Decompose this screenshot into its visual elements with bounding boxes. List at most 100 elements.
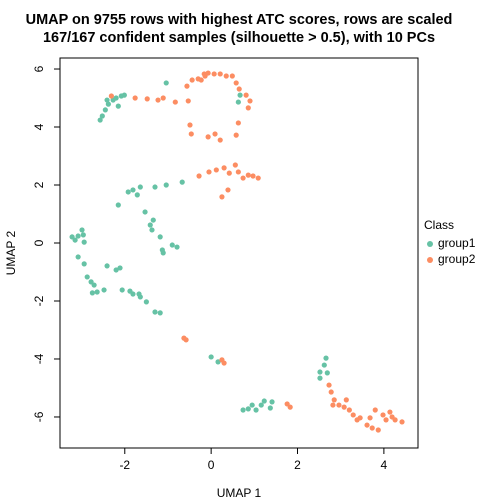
y-tick-label: 0 [32, 239, 46, 246]
point [221, 165, 227, 171]
point [183, 337, 189, 343]
point [117, 265, 123, 271]
point [147, 222, 153, 228]
point [328, 389, 334, 395]
point [237, 92, 243, 98]
point [250, 173, 256, 179]
point [94, 289, 100, 295]
point [113, 267, 119, 273]
point [321, 362, 327, 368]
point [245, 105, 251, 111]
x-tick-label: 2 [294, 458, 301, 472]
point [233, 132, 239, 138]
point [144, 96, 150, 102]
point [157, 234, 163, 240]
point [225, 187, 231, 193]
point [324, 370, 330, 376]
point [375, 427, 381, 433]
point [215, 359, 221, 365]
legend-marker [427, 257, 433, 263]
point [75, 254, 81, 260]
point [188, 131, 194, 137]
point [249, 402, 255, 408]
point [105, 101, 111, 107]
point [179, 179, 185, 185]
legend-label: group2 [438, 252, 476, 266]
point [115, 103, 121, 109]
point [255, 175, 261, 181]
point [383, 417, 389, 423]
y-tick-label: -4 [32, 353, 46, 364]
point [163, 80, 169, 86]
point [232, 162, 238, 168]
point [323, 355, 329, 361]
point [245, 406, 251, 412]
point [331, 397, 337, 403]
point [343, 397, 349, 403]
point [235, 120, 241, 126]
point [81, 261, 87, 267]
x-tick-label: -2 [119, 458, 130, 472]
point [108, 93, 114, 99]
point [240, 175, 246, 181]
point [163, 182, 169, 188]
point [149, 227, 155, 233]
point [206, 169, 212, 175]
point [134, 192, 140, 198]
point [330, 402, 336, 408]
y-tick-label: 6 [32, 65, 46, 72]
point [367, 415, 373, 421]
point [341, 404, 347, 410]
point [189, 77, 195, 83]
point [187, 122, 193, 128]
point [160, 95, 166, 101]
y-tick-label: -2 [32, 295, 46, 306]
point [184, 83, 190, 89]
point [267, 405, 273, 411]
legend-marker [427, 241, 433, 247]
legend-label: group1 [438, 236, 476, 250]
point [369, 425, 375, 431]
point [99, 113, 105, 119]
x-tick-label: 0 [208, 458, 215, 472]
point [269, 399, 275, 405]
point [213, 167, 219, 173]
point [229, 73, 235, 79]
point [236, 86, 242, 92]
point [380, 412, 386, 418]
point [219, 194, 225, 200]
point [326, 382, 332, 388]
point [372, 407, 378, 413]
point [253, 407, 259, 413]
point [240, 407, 246, 413]
point [392, 417, 398, 423]
point [208, 354, 214, 360]
point [91, 282, 97, 288]
point [243, 92, 249, 98]
x-axis-label: UMAP 1 [217, 486, 262, 500]
point [152, 184, 158, 190]
point [119, 287, 125, 293]
point [317, 375, 323, 381]
point [387, 409, 393, 415]
point [81, 239, 87, 245]
point [157, 310, 163, 316]
point [350, 412, 356, 418]
point [212, 131, 218, 137]
point [221, 360, 227, 366]
point [226, 170, 232, 176]
point [89, 290, 95, 296]
point [130, 187, 136, 193]
point [235, 169, 241, 175]
point [125, 189, 131, 195]
point [152, 309, 158, 315]
point [217, 71, 223, 77]
point [172, 99, 178, 105]
point [150, 217, 156, 223]
point [104, 97, 110, 103]
point [198, 77, 204, 83]
point [258, 402, 264, 408]
point [233, 80, 239, 86]
point [357, 415, 363, 421]
